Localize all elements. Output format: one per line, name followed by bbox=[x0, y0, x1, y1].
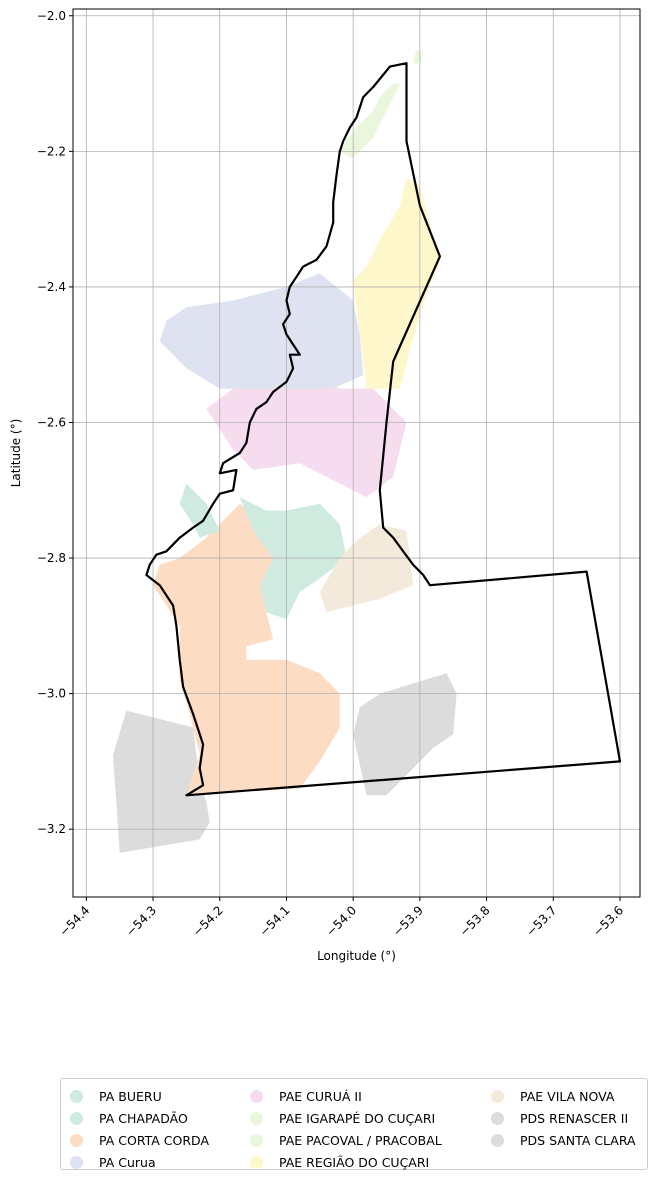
region-pae-curua-ii bbox=[206, 368, 407, 498]
legend-swatch bbox=[70, 1155, 83, 1169]
legend-swatch bbox=[491, 1133, 504, 1147]
x-tick-label: −53.8 bbox=[457, 903, 493, 939]
x-tick-label: −54.2 bbox=[190, 903, 226, 939]
y-tick-label: −2.4 bbox=[37, 280, 66, 294]
legend-swatch bbox=[250, 1111, 263, 1125]
legend-label: PDS RENASCER II bbox=[520, 1110, 629, 1126]
y-tick-label: −2.6 bbox=[37, 415, 66, 429]
x-tick-label: −54.0 bbox=[323, 903, 359, 939]
region-pae-regiao-do-cucari bbox=[353, 178, 440, 389]
region-pa-curua bbox=[159, 273, 364, 389]
region-pa-corta-corda bbox=[153, 503, 340, 796]
legend-item-pae-vila-nova: PAE VILA NOVA bbox=[482, 1085, 636, 1107]
legend-label: PA CORTA CORDA bbox=[99, 1132, 210, 1148]
legend-item-pds-renascer-ii: PDS RENASCER II bbox=[482, 1107, 636, 1129]
legend-item-pae-igarape-do-cucari: PAE IGARAPÉ DO CUÇARI bbox=[241, 1107, 442, 1129]
legend-item-pae-pacoval-pracobal: PAE PACOVAL / PRACOBAL bbox=[241, 1129, 442, 1151]
y-tick-label: −2.0 bbox=[37, 9, 66, 23]
legend-item-pa-corta-corda: PA CORTA CORDA bbox=[61, 1129, 209, 1151]
boundary-layer bbox=[145, 62, 622, 797]
legend-label: PAE VILA NOVA bbox=[520, 1088, 615, 1104]
legend-swatch bbox=[70, 1089, 83, 1103]
y-axis-title: Latitude (°) bbox=[9, 419, 23, 488]
legend-swatch bbox=[491, 1111, 504, 1125]
legend-swatch bbox=[250, 1133, 263, 1147]
region-pae-vila-nova bbox=[319, 524, 414, 613]
legend-column: PA BUERU PA CHAPADÃO PA CORTA CORDA PA Curu… bbox=[61, 1085, 209, 1173]
legend-swatch bbox=[70, 1133, 83, 1147]
legend-item-pa-chapadao: PA CHAPADÃO bbox=[61, 1107, 209, 1129]
map-chart: −54.4 −54.3 −54.2 −54.1 −54.0 −53.9 −53.8 −53.7… bbox=[9, 8, 641, 963]
x-tick-label: −53.9 bbox=[390, 903, 426, 939]
region-pds-santa-clara bbox=[113, 710, 210, 853]
legend-swatch bbox=[70, 1111, 83, 1125]
y-tick-label: −2.8 bbox=[37, 551, 66, 565]
legend-label: PDS SANTA CLARA bbox=[520, 1132, 636, 1148]
axes-frame bbox=[72, 8, 641, 898]
legend-label: PAE PACOVAL / PRACOBAL bbox=[279, 1132, 442, 1148]
y-tick-label: −3.2 bbox=[37, 822, 66, 836]
region-pds-renascer-ii bbox=[353, 673, 457, 796]
legend-swatch bbox=[491, 1089, 504, 1103]
x-tick-label: −54.4 bbox=[57, 903, 93, 939]
legend-label: PA CHAPADÃO bbox=[99, 1110, 188, 1126]
x-tick-label: −53.7 bbox=[523, 903, 559, 939]
legend-item-pae-regiao-do-cucari: PAE REGIÃO DO CUÇARI bbox=[241, 1151, 442, 1173]
x-tick-label: −54.1 bbox=[257, 903, 293, 939]
legend-item-pae-curua-ii: PAE CURUÁ II bbox=[241, 1085, 442, 1107]
region-pae-pacoval-pracobal bbox=[413, 49, 424, 64]
municipality-boundary bbox=[145, 62, 622, 797]
x-tick-label: −54.3 bbox=[123, 903, 159, 939]
region-pae-igarape-do-cucari bbox=[339, 83, 400, 159]
legend-label: PAE REGIÃO DO CUÇARI bbox=[279, 1154, 430, 1170]
legend-item-pa-curua: PA Curua bbox=[61, 1151, 209, 1173]
legend-swatch bbox=[250, 1089, 263, 1103]
legend: PA BUERU PA CHAPADÃO PA CORTA CORDA PA Curu… bbox=[60, 1078, 648, 1170]
legend-label: PAE CURUÁ II bbox=[279, 1088, 362, 1104]
legend-item-pa-bueru: PA BUERU bbox=[61, 1085, 209, 1107]
legend-label: PA BUERU bbox=[99, 1088, 162, 1104]
legend-column: PAE VILA NOVA PDS RENASCER II PDS SANTA CL… bbox=[482, 1085, 636, 1151]
grid-layer bbox=[73, 9, 640, 897]
y-tick-label: −2.2 bbox=[37, 144, 66, 158]
y-tick-label: −3.0 bbox=[37, 687, 66, 701]
legend-swatch bbox=[250, 1155, 263, 1169]
x-tick-label: −53.6 bbox=[590, 903, 626, 939]
legend-label: PAE IGARAPÉ DO CUÇARI bbox=[279, 1110, 436, 1126]
regions-layer bbox=[113, 49, 457, 853]
legend-column: PAE CURUÁ II PAE IGARAPÉ DO CUÇARI PAE PAC… bbox=[241, 1085, 442, 1173]
x-axis-title: Longitude (°) bbox=[317, 949, 396, 963]
legend-label: PA Curua bbox=[99, 1154, 156, 1170]
region-pa-bueru bbox=[179, 483, 220, 538]
legend-item-pds-santa-clara: PDS SANTA CLARA bbox=[482, 1129, 636, 1151]
